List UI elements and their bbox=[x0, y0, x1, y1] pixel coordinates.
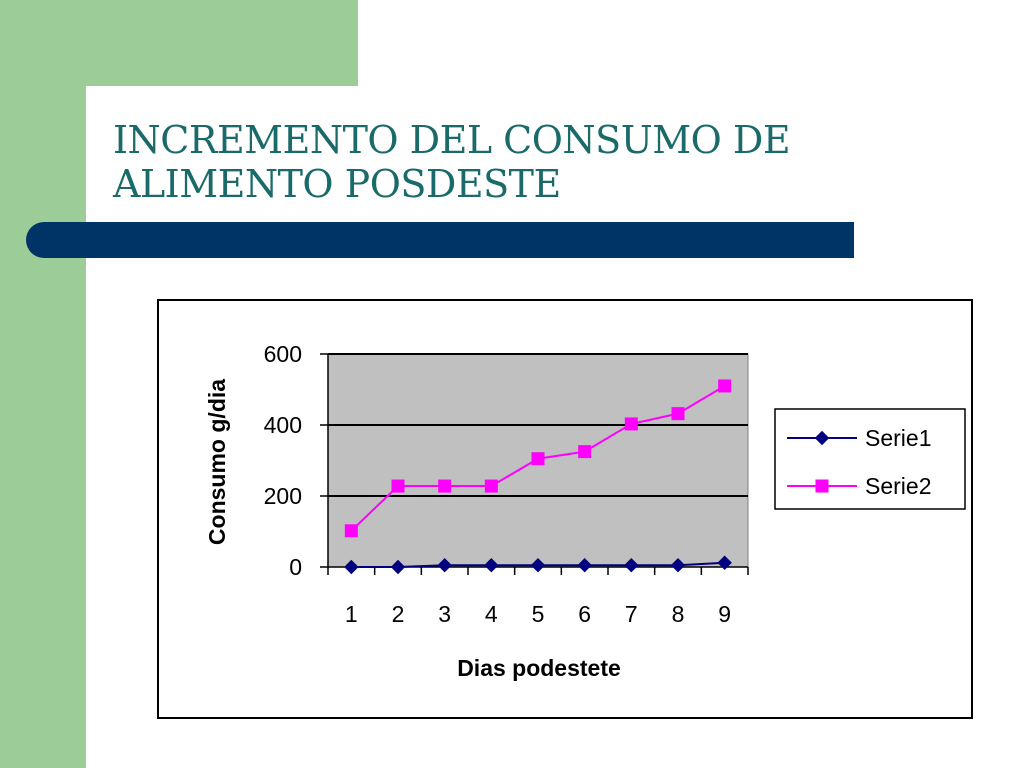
data-point bbox=[624, 558, 639, 573]
data-point bbox=[718, 379, 732, 393]
data-point bbox=[484, 479, 498, 493]
x-tick-label: 3 bbox=[438, 601, 451, 627]
y-tick-label: 200 bbox=[264, 483, 302, 509]
top-green-band bbox=[86, 0, 358, 86]
title-line-2: ALIMENTO POSDESTE bbox=[113, 162, 561, 206]
side-green-band bbox=[0, 0, 86, 768]
x-tick-label: 6 bbox=[578, 601, 591, 627]
data-point bbox=[624, 417, 638, 431]
y-tick-label: 400 bbox=[264, 412, 302, 438]
y-tick-label: 0 bbox=[289, 554, 302, 580]
x-tick-label: 5 bbox=[532, 601, 545, 627]
slide-title: INCREMENTO DEL CONSUMO DE ALIMENTO POSDE… bbox=[113, 118, 873, 206]
data-point bbox=[531, 452, 545, 466]
data-point bbox=[577, 558, 592, 573]
data-point bbox=[484, 558, 499, 573]
data-point bbox=[391, 479, 405, 493]
data-point bbox=[671, 407, 685, 421]
x-tick-label: 7 bbox=[625, 601, 638, 627]
y-tick-label: 600 bbox=[264, 341, 302, 367]
series-serie1 bbox=[344, 555, 732, 575]
x-tick-label: 4 bbox=[485, 601, 498, 627]
data-point bbox=[717, 555, 732, 570]
line-chart: 0 200 400 600 1 2 3 4 5 6 7 8 9 Consumo g/dia Dias p… bbox=[204, 341, 966, 681]
data-point bbox=[437, 558, 452, 573]
legend-item-serie1: Serie1 bbox=[787, 425, 931, 451]
y-axis-label: Consumo g/dia bbox=[204, 379, 230, 545]
series-serie2 bbox=[344, 379, 732, 538]
x-axis-label: Dias podestete bbox=[457, 655, 621, 681]
legend-box bbox=[774, 408, 966, 510]
data-point bbox=[578, 445, 592, 459]
title-line-1: INCREMENTO DEL CONSUMO DE bbox=[113, 118, 791, 162]
legend-label: Serie2 bbox=[865, 473, 931, 499]
legend-item-serie2: Serie2 bbox=[787, 473, 931, 499]
x-tick-label: 1 bbox=[345, 601, 358, 627]
chart-frame: 0 200 400 600 1 2 3 4 5 6 7 8 9 Consumo g/dia Dias p… bbox=[157, 299, 973, 719]
legend-marker bbox=[815, 479, 829, 493]
legend: Serie1 Serie2 bbox=[774, 408, 966, 510]
title-underline-bar bbox=[26, 222, 854, 258]
data-point bbox=[670, 558, 686, 573]
x-tick-label: 9 bbox=[718, 601, 731, 627]
data-point bbox=[344, 524, 358, 538]
legend-marker bbox=[814, 430, 830, 446]
data-point bbox=[344, 559, 359, 575]
data-point bbox=[438, 479, 452, 493]
legend-label: Serie1 bbox=[865, 425, 931, 451]
data-point bbox=[390, 559, 406, 575]
data-point bbox=[530, 558, 546, 573]
x-tick-label: 8 bbox=[672, 601, 685, 627]
x-tick-label: 2 bbox=[392, 601, 405, 627]
